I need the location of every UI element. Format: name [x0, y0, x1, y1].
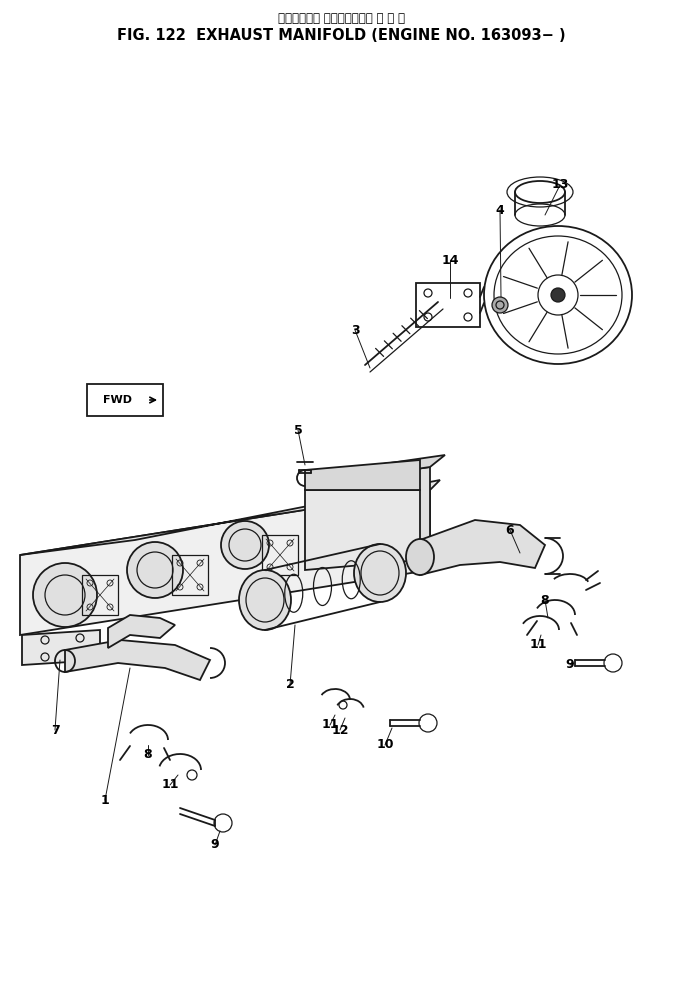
- Polygon shape: [305, 490, 420, 570]
- Circle shape: [127, 542, 183, 598]
- Text: 11: 11: [321, 718, 339, 732]
- Circle shape: [33, 563, 97, 627]
- Text: 10: 10: [376, 739, 394, 752]
- Bar: [87, 384, 163, 416]
- Text: 7: 7: [50, 724, 59, 737]
- Text: 14: 14: [441, 253, 459, 266]
- Circle shape: [551, 288, 565, 302]
- Circle shape: [492, 297, 508, 313]
- Polygon shape: [20, 490, 430, 635]
- Text: 9: 9: [565, 659, 574, 672]
- Text: 11: 11: [529, 639, 547, 652]
- Text: 9: 9: [211, 839, 220, 852]
- Text: 2: 2: [286, 678, 295, 691]
- Ellipse shape: [239, 570, 291, 630]
- Circle shape: [419, 714, 437, 732]
- Polygon shape: [340, 455, 445, 480]
- Text: エキゾースト マニホルド　適 用 号 機: エキゾースト マニホルド 適 用 号 機: [278, 12, 404, 25]
- Text: 11: 11: [161, 778, 179, 791]
- Text: 5: 5: [294, 423, 302, 436]
- Circle shape: [187, 770, 197, 780]
- Text: 8: 8: [144, 749, 152, 762]
- Polygon shape: [305, 460, 420, 490]
- Text: 13: 13: [551, 178, 569, 192]
- Circle shape: [604, 654, 622, 672]
- Polygon shape: [420, 520, 545, 575]
- Polygon shape: [108, 615, 175, 648]
- Ellipse shape: [354, 544, 406, 602]
- Circle shape: [339, 701, 347, 709]
- Text: FWD: FWD: [102, 395, 132, 405]
- Circle shape: [221, 521, 269, 569]
- Text: 8: 8: [541, 593, 549, 606]
- Ellipse shape: [406, 539, 434, 575]
- Text: 4: 4: [496, 204, 505, 217]
- Polygon shape: [22, 630, 100, 665]
- Text: 3: 3: [351, 323, 359, 336]
- Circle shape: [214, 814, 232, 832]
- Text: FIG. 122  EXHAUST MANIFOLD (ENGINE NO. 163093− ): FIG. 122 EXHAUST MANIFOLD (ENGINE NO. 16…: [117, 28, 565, 43]
- Polygon shape: [20, 480, 440, 555]
- Polygon shape: [65, 640, 210, 680]
- Text: 1: 1: [101, 793, 109, 806]
- Text: 12: 12: [331, 724, 349, 737]
- Text: 6: 6: [505, 523, 514, 536]
- Polygon shape: [340, 467, 430, 563]
